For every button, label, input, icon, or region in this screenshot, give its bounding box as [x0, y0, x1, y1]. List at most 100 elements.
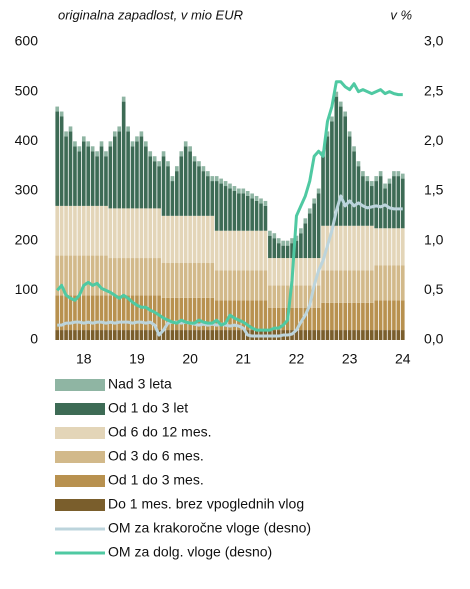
bar-segment [281, 258, 285, 286]
bar-segment [316, 285, 321, 308]
bar-segment [192, 263, 197, 298]
bar-segment [126, 295, 130, 331]
bar-segment [369, 330, 374, 340]
bar-segment [68, 255, 73, 296]
bar-segment [400, 330, 405, 340]
bar-segment [73, 295, 77, 331]
bar-segment [139, 258, 144, 296]
bar-segment [170, 176, 175, 182]
bar-segment [250, 300, 254, 331]
bar-segment [210, 330, 215, 340]
legend-swatch [55, 379, 105, 391]
bar-segment [347, 302, 352, 331]
bar-segment [400, 300, 405, 331]
bar-segment [223, 230, 228, 271]
bar-segment [152, 330, 157, 340]
line [57, 194, 403, 338]
bar-segment [378, 265, 383, 301]
bar-segment [254, 195, 259, 201]
bar-segment [214, 270, 219, 301]
bar-segment [192, 215, 197, 264]
bar-segment [396, 171, 401, 177]
bar-segment [285, 285, 290, 308]
bar-segment [117, 208, 122, 259]
bar-segment [272, 238, 277, 259]
bar-segment [126, 131, 130, 209]
bar-segment [81, 255, 86, 296]
bar-segment [259, 203, 263, 231]
bar-segment [175, 166, 179, 172]
bar-segment [237, 230, 241, 271]
legend-swatch [55, 451, 105, 463]
bar-segment [400, 228, 405, 266]
bar-segment [117, 131, 122, 209]
bar-segment [117, 258, 122, 296]
bar-segment [228, 270, 232, 301]
bar-segment [361, 176, 365, 226]
bar-segment [112, 330, 117, 340]
bar-segment [290, 307, 294, 331]
bar-segment [259, 198, 263, 204]
legend-label: Od 3 do 6 mes. [108, 448, 204, 464]
bar-segment [396, 330, 401, 340]
bar-segment [334, 225, 339, 271]
bar-segment [130, 208, 135, 259]
bar-segment [104, 295, 108, 331]
bar-segment [387, 178, 392, 184]
bar-segment [299, 233, 303, 259]
bar-segment [232, 186, 237, 191]
bar-segment [108, 146, 113, 209]
bar-segment [201, 330, 206, 340]
y-tick-label: 100 [15, 281, 39, 297]
bar-segment [383, 183, 387, 189]
bar-segment [108, 208, 113, 259]
bar-segment [268, 258, 272, 286]
bar-segment [161, 297, 166, 331]
bar-segment [347, 270, 352, 303]
bar-segment [121, 208, 126, 259]
bar-segment [272, 285, 277, 308]
bar-segment [352, 270, 356, 303]
bar-segment [232, 230, 237, 271]
legend-label: Od 1 do 3 let [108, 400, 188, 416]
bar-segment [175, 263, 179, 298]
bar-segment [254, 270, 259, 301]
bar-segment [148, 295, 153, 331]
bar-segment [90, 205, 95, 256]
bar-segment [245, 195, 250, 231]
bar-segment [228, 188, 232, 231]
bar-segment [104, 330, 108, 340]
bar-segment [135, 141, 139, 209]
bar-segment [383, 188, 387, 229]
bar-segment [250, 230, 254, 271]
bar-segment [223, 300, 228, 331]
bar-segment [272, 307, 277, 331]
bar-segment [219, 183, 223, 231]
bar-segment [392, 171, 396, 177]
bar-segment [55, 205, 60, 256]
bar-segment [197, 297, 201, 331]
bar-segment [197, 330, 201, 340]
legend-label: Do 1 mes. brez vpoglednih vlog [108, 496, 304, 512]
bar-segment [64, 330, 68, 340]
bar-segment [201, 215, 206, 264]
bar-segment [197, 166, 201, 216]
bar-segment [276, 307, 281, 331]
bar-segment [223, 181, 228, 187]
bar-segment [121, 96, 126, 102]
bar-segment [338, 106, 343, 226]
bar-segment [321, 225, 325, 271]
bar-segment [268, 307, 272, 331]
bar-segment [59, 116, 64, 206]
bar-segment [294, 235, 299, 241]
bar-segment [95, 156, 99, 206]
bar-segment [112, 208, 117, 259]
bar-segment [86, 141, 91, 147]
bar-segment [276, 238, 281, 244]
bar-segment [352, 146, 356, 152]
bar-segment [263, 270, 268, 301]
bar-segment [325, 131, 330, 137]
bar-segment [68, 330, 73, 340]
bar-segment [161, 156, 166, 216]
x-tick-label: 23 [342, 351, 358, 367]
